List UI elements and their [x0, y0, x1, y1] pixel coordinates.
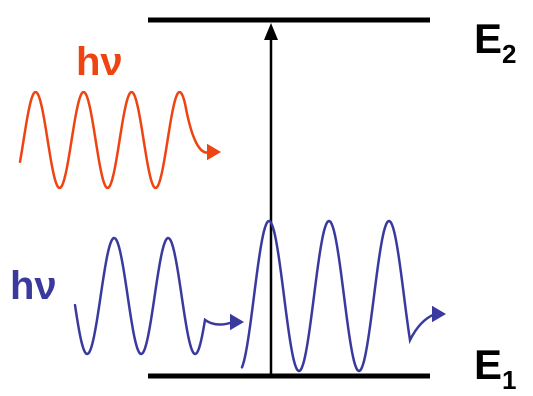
upper-level-label: E2 — [474, 18, 516, 67]
emitted-photon-label: hν — [76, 42, 123, 82]
absorbed-photon-wave-left — [75, 238, 233, 354]
absorbed-photon-arrowhead-right — [432, 306, 446, 323]
lower-level-index: 1 — [502, 365, 516, 395]
absorbed-photon-arrowhead-left — [230, 314, 244, 331]
transition-arrowhead — [264, 23, 278, 40]
upper-level-index: 2 — [502, 39, 516, 69]
absorbed-photon-label: hν — [10, 266, 57, 306]
emitted-photon-arrowhead — [207, 144, 221, 161]
emitted-photon-wave — [20, 92, 210, 188]
lower-level-label: E1 — [474, 344, 516, 393]
upper-level-symbol: E — [474, 15, 502, 62]
lower-level-symbol: E — [474, 341, 502, 388]
